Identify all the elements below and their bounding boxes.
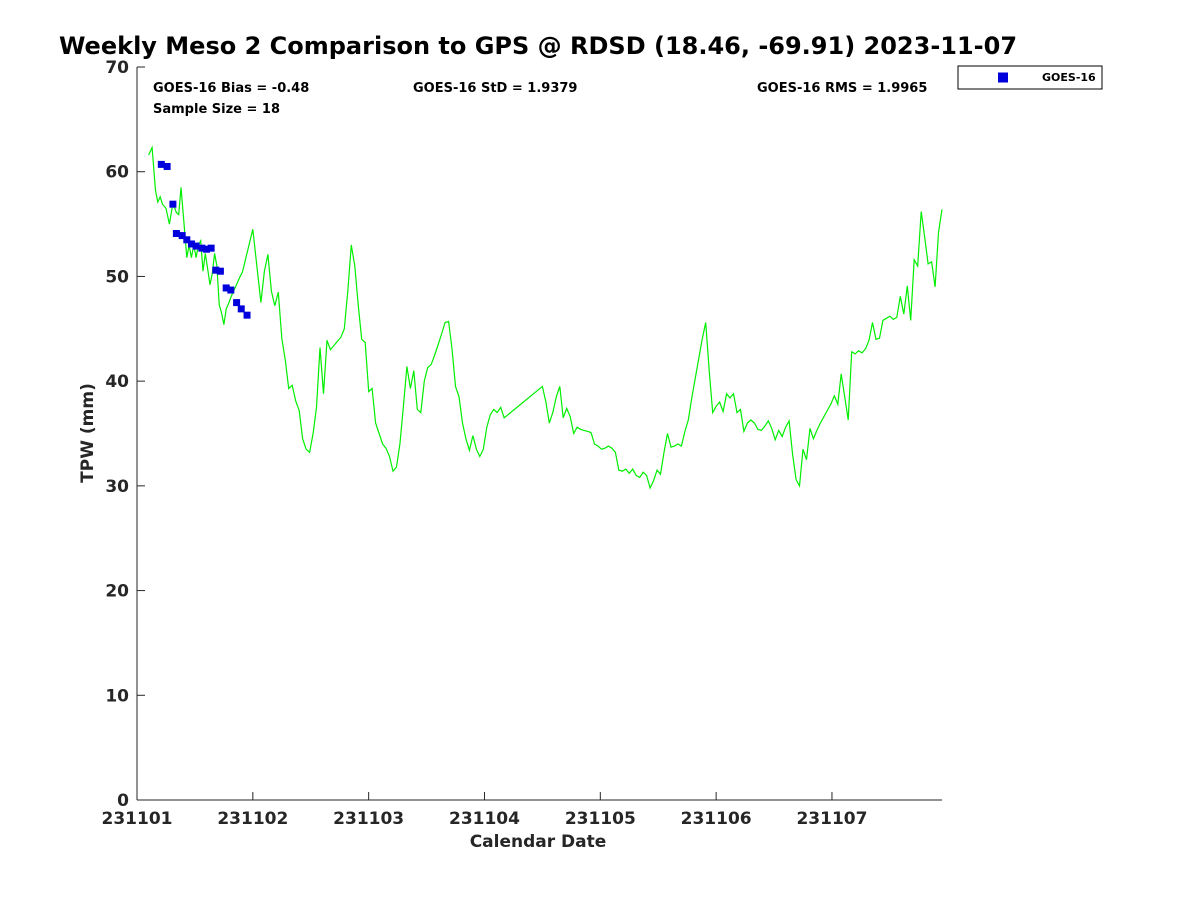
gps-tpw-line [148,145,943,490]
sample-size-stat: Sample Size = 18 [153,102,280,117]
legend-marker-goes16 [998,72,1008,83]
goes16-point [237,305,245,313]
goes16-point [192,242,200,250]
x-tick-label: 231107 [796,809,867,829]
y-axis-label: TPW (mm) [78,383,98,483]
goes16-point [178,232,186,240]
bias-stat: GOES-16 Bias = -0.48 [153,81,309,96]
y-tick-label: 30 [105,477,129,497]
x-tick-label: 231102 [217,809,288,829]
goes16-point [216,267,224,275]
plot-area: 0 10 20 30 40 50 60 70 231101 231102 231103 231104 2… [102,58,943,829]
x-tick-label: 231103 [333,809,404,829]
rms-stat: GOES-16 RMS = 1.9965 [757,81,927,96]
goes16-point [207,244,215,252]
y-tick-label: 40 [105,372,129,392]
goes16-point [172,229,180,237]
x-axis-label: Calendar Date [470,832,607,852]
chart-title: Weekly Meso 2 Comparison to GPS @ RDSD (… [59,32,1017,60]
legend-box [957,65,1103,90]
goes16-point [169,200,177,208]
legend: GOES-16 [957,65,1103,90]
legend-label-goes16: GOES-16 [1042,71,1096,84]
goes16-point [183,236,191,244]
goes16-point [157,160,165,168]
x-tick-label: 231101 [102,809,173,829]
y-tick-label: 50 [105,267,129,287]
std-stat: GOES-16 StD = 1.9379 [413,81,577,96]
x-tick-label: 231104 [449,809,520,829]
goes16-point [163,162,171,170]
y-tick-label: 60 [105,163,129,183]
y-tick-label: 70 [105,58,129,78]
y-tick-label: 0 [117,791,129,811]
goes16-point [222,284,230,292]
y-tick-label: 20 [105,582,129,602]
y-tick-label: 10 [105,686,129,706]
goes16-point [187,240,195,248]
goes16-point [243,311,251,319]
goes16-point [212,266,220,274]
x-tick-label: 231105 [565,809,636,829]
x-tick-label: 231106 [681,809,752,829]
goes16-point [233,299,241,307]
goes16-point [227,286,235,294]
goes16-point [198,244,206,252]
goes16-point [202,245,210,253]
